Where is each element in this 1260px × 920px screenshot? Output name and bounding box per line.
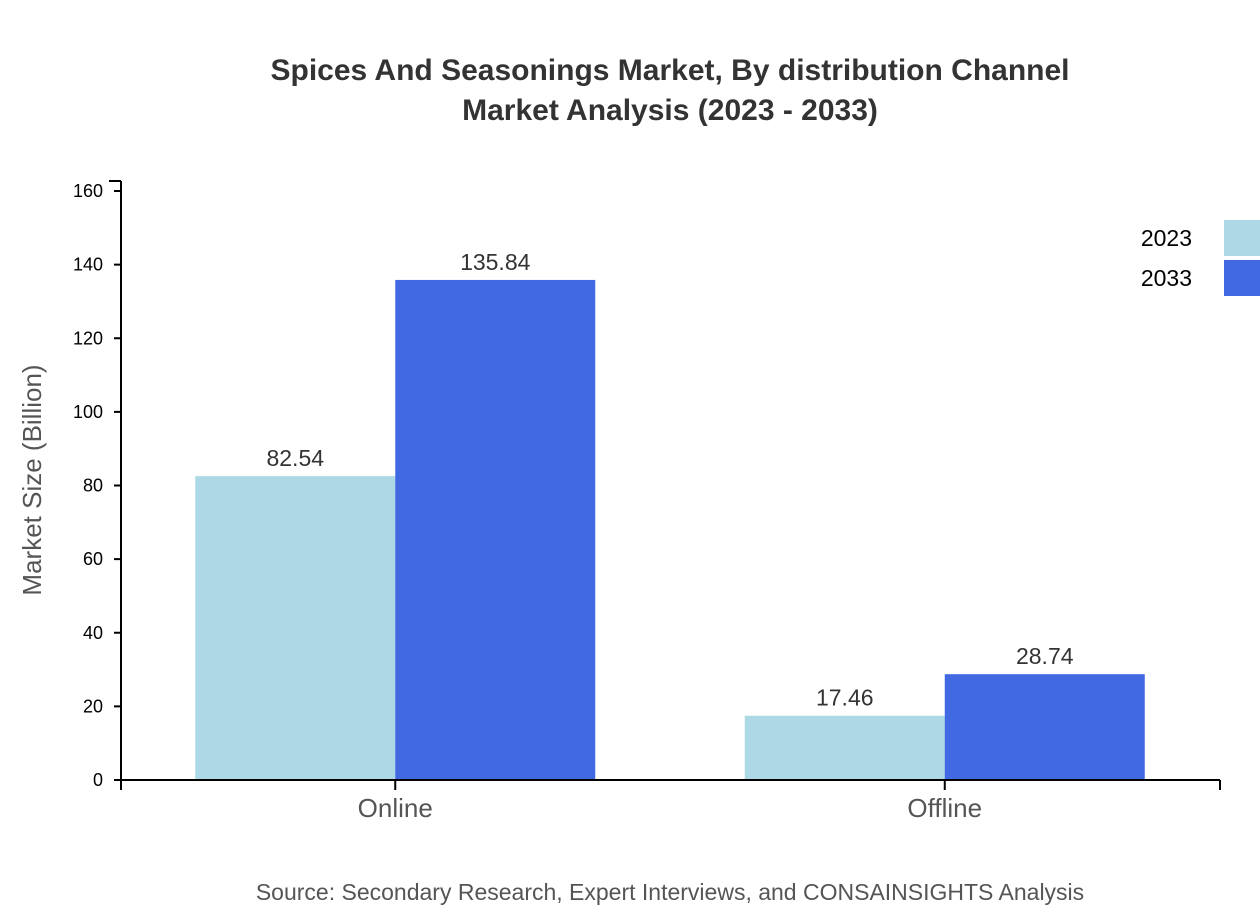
y-tick-label: 60 bbox=[83, 549, 103, 569]
data-label: 82.54 bbox=[266, 445, 324, 471]
bar-2023-online bbox=[195, 476, 396, 780]
data-label: 28.74 bbox=[1016, 643, 1074, 669]
bar-2033-offline bbox=[944, 674, 1145, 780]
legend-label: 2023 bbox=[1141, 225, 1192, 251]
x-tick-label: Online bbox=[358, 793, 433, 823]
y-tick-label: 20 bbox=[83, 696, 103, 716]
legend-label: 2033 bbox=[1141, 265, 1192, 291]
y-tick-label: 140 bbox=[73, 255, 103, 275]
data-label: 135.84 bbox=[460, 249, 531, 275]
y-tick-label: 80 bbox=[83, 476, 103, 496]
source-note: Source: Secondary Research, Expert Inter… bbox=[256, 879, 1084, 905]
y-tick-label: 100 bbox=[73, 402, 103, 422]
bar-2033-online bbox=[395, 279, 596, 780]
chart-title-line1: Spices And Seasonings Market, By distrib… bbox=[270, 54, 1069, 87]
bar-2023-offline bbox=[744, 715, 945, 780]
data-label: 17.46 bbox=[816, 685, 874, 711]
chart-title-line2: Market Analysis (2023 - 2033) bbox=[462, 94, 878, 127]
legend-swatch bbox=[1224, 220, 1260, 256]
y-tick-label: 40 bbox=[83, 623, 103, 643]
y-tick-label: 0 bbox=[93, 770, 103, 790]
x-tick-label: Offline bbox=[907, 793, 982, 823]
y-tick-label: 160 bbox=[73, 181, 103, 201]
y-axis-label: Market Size (Billion) bbox=[17, 364, 47, 595]
legend-swatch bbox=[1224, 260, 1260, 296]
y-tick-label: 120 bbox=[73, 328, 103, 348]
